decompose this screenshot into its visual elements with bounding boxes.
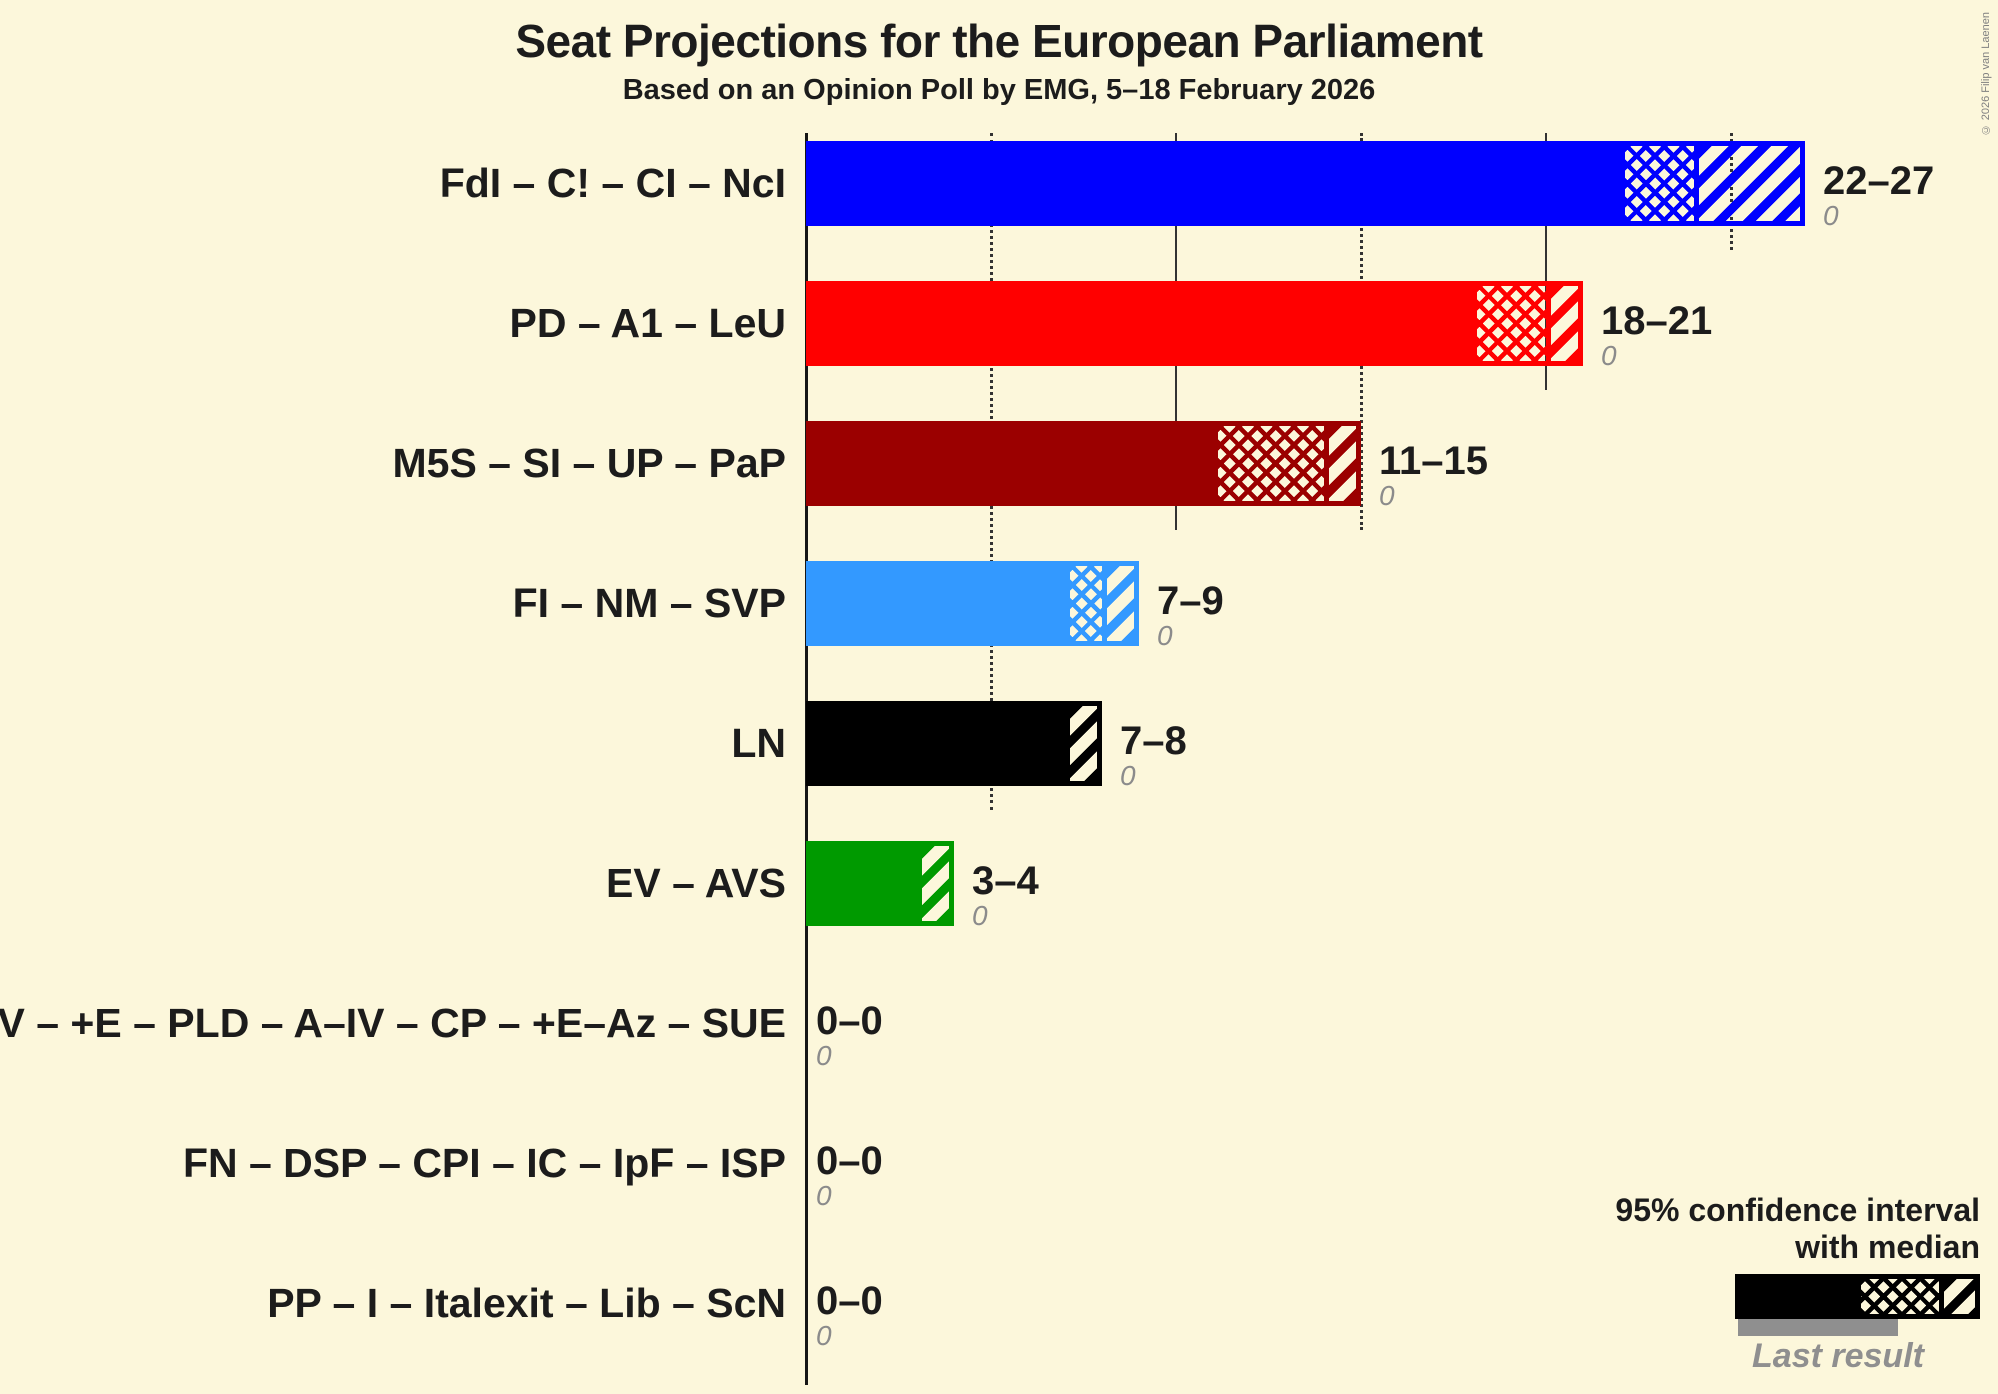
last-result-value: 0: [972, 900, 988, 931]
bar-confidence-interval: [917, 841, 954, 926]
last-result-value: 0: [816, 1180, 832, 1211]
bar-value-labels: 3–4 0: [972, 841, 1039, 931]
last-result-value: 0: [1120, 760, 1136, 791]
seat-range-label: 7–9: [1157, 579, 1224, 623]
bar-diagonal-segment: [1694, 146, 1800, 221]
bar-solid-segment: [806, 281, 1473, 366]
bar-value-labels: 22–27 0: [1823, 141, 1934, 231]
bar-diagonal-segment: [1070, 706, 1097, 781]
bar-confidence-interval: [1065, 701, 1102, 786]
seat-range-label: 0–0: [816, 1139, 883, 1183]
bar-confidence-interval: [1065, 561, 1139, 646]
bar-value-labels: 0–0 0: [816, 981, 883, 1071]
party-label: EV – AVS: [605, 860, 786, 906]
legend-crosshatch-segment: [1861, 1279, 1939, 1314]
seat-range-label: 22–27: [1823, 159, 1935, 203]
seat-range-label: 0–0: [816, 1279, 883, 1323]
seat-range-label: 3–4: [972, 859, 1039, 903]
bar-crosshatch-segment: [1218, 426, 1324, 501]
seat-range-label: 7–8: [1120, 719, 1187, 763]
last-result-value: 0: [816, 1040, 832, 1071]
legend-diagonal-segment: [1939, 1279, 1975, 1314]
party-label: A – IV – +E – PLD – A–IV – CP – +E–Az – …: [0, 1000, 786, 1046]
copyright-note: © 2026 Filip van Laenen: [1980, 12, 1992, 136]
bar-diagonal-segment: [1546, 286, 1578, 361]
bar-solid-segment: [806, 841, 918, 926]
bar-solid-segment: [806, 141, 1621, 226]
bar-value-labels: 7–9 0: [1157, 561, 1224, 651]
party-label: M5S – SI – UP – PaP: [392, 440, 786, 486]
bar-value-labels: 11–15 0: [1379, 421, 1488, 511]
legend-ci-pattern-segment: [1856, 1274, 1980, 1319]
last-result-value: 0: [1601, 340, 1617, 371]
bar-crosshatch-segment: [1477, 286, 1546, 361]
seat-range-label: 18–21: [1601, 299, 1713, 343]
bar-confidence-interval: [1213, 421, 1361, 506]
legend-last-result-label: Last result: [1752, 1337, 1924, 1375]
party-label: FI – NM – SVP: [512, 580, 786, 626]
bar-confidence-interval: [1620, 141, 1805, 226]
seat-range-label: 11–15: [1379, 439, 1489, 483]
bar-crosshatch-segment: [1070, 566, 1102, 641]
page-subtitle: Based on an Opinion Poll by EMG, 5–18 Fe…: [622, 74, 1376, 106]
bar-confidence-interval: [1472, 281, 1583, 366]
bar-crosshatch-segment: [1625, 146, 1694, 221]
seat-range-label: 0–0: [816, 999, 883, 1043]
bar-value-labels: 0–0 0: [816, 1261, 883, 1351]
legend-ci-solid-segment: [1735, 1274, 1857, 1319]
bar-diagonal-segment: [922, 846, 949, 921]
gridline-20: [1545, 133, 1547, 390]
last-result-value: 0: [1823, 200, 1839, 231]
party-label: LN: [731, 720, 786, 766]
legend-ci-swatch: [1735, 1274, 1980, 1319]
bar-value-labels: 18–21 0: [1601, 281, 1712, 371]
last-result-value: 0: [816, 1320, 832, 1351]
legend-ci-caption: 95% confidence interval with median: [1615, 1192, 1980, 1266]
legend-ci-line1: 95% confidence interval: [1615, 1192, 1980, 1228]
bar-value-labels: 0–0 0: [816, 1121, 883, 1211]
party-label: FN – DSP – CPI – IC – IpF – ISP: [182, 1140, 786, 1186]
last-result-value: 0: [1379, 480, 1395, 511]
bar-value-labels: 7–8 0: [1120, 701, 1187, 791]
bar-solid-segment: [806, 421, 1214, 506]
bar-solid-segment: [806, 561, 1066, 646]
bar-diagonal-segment: [1324, 426, 1356, 501]
last-result-value: 0: [1157, 620, 1173, 651]
party-label: FdI – C! – CI – NcI: [439, 160, 786, 206]
legend-ci-line2: with median: [1795, 1229, 1980, 1265]
party-label: PD – A1 – LeU: [509, 300, 786, 346]
party-label: PP – I – Italexit – Lib – ScN: [267, 1280, 786, 1326]
page-title: Seat Projections for the European Parlia…: [515, 15, 1483, 67]
bar-solid-segment: [806, 701, 1066, 786]
legend-last-result-swatch: [1738, 1319, 1898, 1336]
bar-diagonal-segment: [1102, 566, 1134, 641]
